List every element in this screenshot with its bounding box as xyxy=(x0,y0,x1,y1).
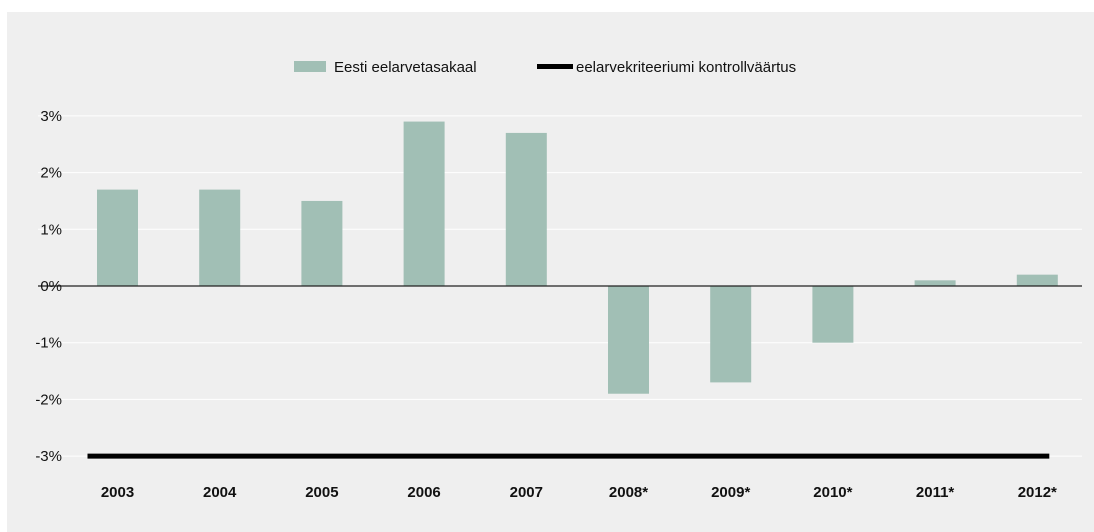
x-category-label: 2009* xyxy=(711,484,750,501)
x-category-label: 2007 xyxy=(510,484,543,501)
chart-panel xyxy=(7,12,1094,532)
y-tick-label: 0% xyxy=(40,278,62,295)
bar-2009-est xyxy=(710,286,752,383)
legend-label-bars: Eesti eelarvetasakaal xyxy=(334,59,477,76)
bar-2003 xyxy=(97,189,138,286)
x-category-label: 2011* xyxy=(916,484,955,501)
x-category-label: 2010* xyxy=(813,484,852,501)
y-tick-label: 2% xyxy=(40,165,62,182)
x-category-label: 2012* xyxy=(1018,484,1057,501)
y-axis-tick-labels: 3% 2% 1% 0% -1% -2% -3% xyxy=(35,108,62,465)
legend: Eesti eelarvetasakaal eelarvekriteeriumi… xyxy=(294,59,796,76)
x-category-label: 2004 xyxy=(203,484,237,501)
x-axis-category-labels: 2003 2004 2005 2006 2007 2008* 2009* 2010* 2011*… xyxy=(101,484,1057,501)
legend-swatch-line xyxy=(537,64,573,69)
y-tick-label: -3% xyxy=(35,448,62,465)
bar-series xyxy=(97,121,1058,394)
bar-2007 xyxy=(505,132,547,286)
y-tick-label: 3% xyxy=(40,108,62,125)
y-tick-label: -1% xyxy=(35,335,62,352)
y-tick-label: -2% xyxy=(35,391,62,408)
x-category-label: 2006 xyxy=(407,484,440,501)
bar-2008-est xyxy=(608,286,649,394)
y-tick-label: 1% xyxy=(40,221,62,238)
legend-label-line: eelarvekriteeriumi kontrollväärtus xyxy=(576,59,796,76)
x-category-label: 2005 xyxy=(305,484,338,501)
bar-2011-est xyxy=(914,280,956,286)
bar-2004 xyxy=(199,189,241,286)
bar-2006 xyxy=(403,121,445,286)
x-category-label: 2003 xyxy=(101,484,134,501)
bar-2010-est xyxy=(812,286,854,343)
x-category-label: 2008* xyxy=(609,484,648,501)
bar-2005 xyxy=(301,200,343,286)
legend-swatch-bars xyxy=(294,61,326,72)
bar-2012-est xyxy=(1016,274,1058,286)
